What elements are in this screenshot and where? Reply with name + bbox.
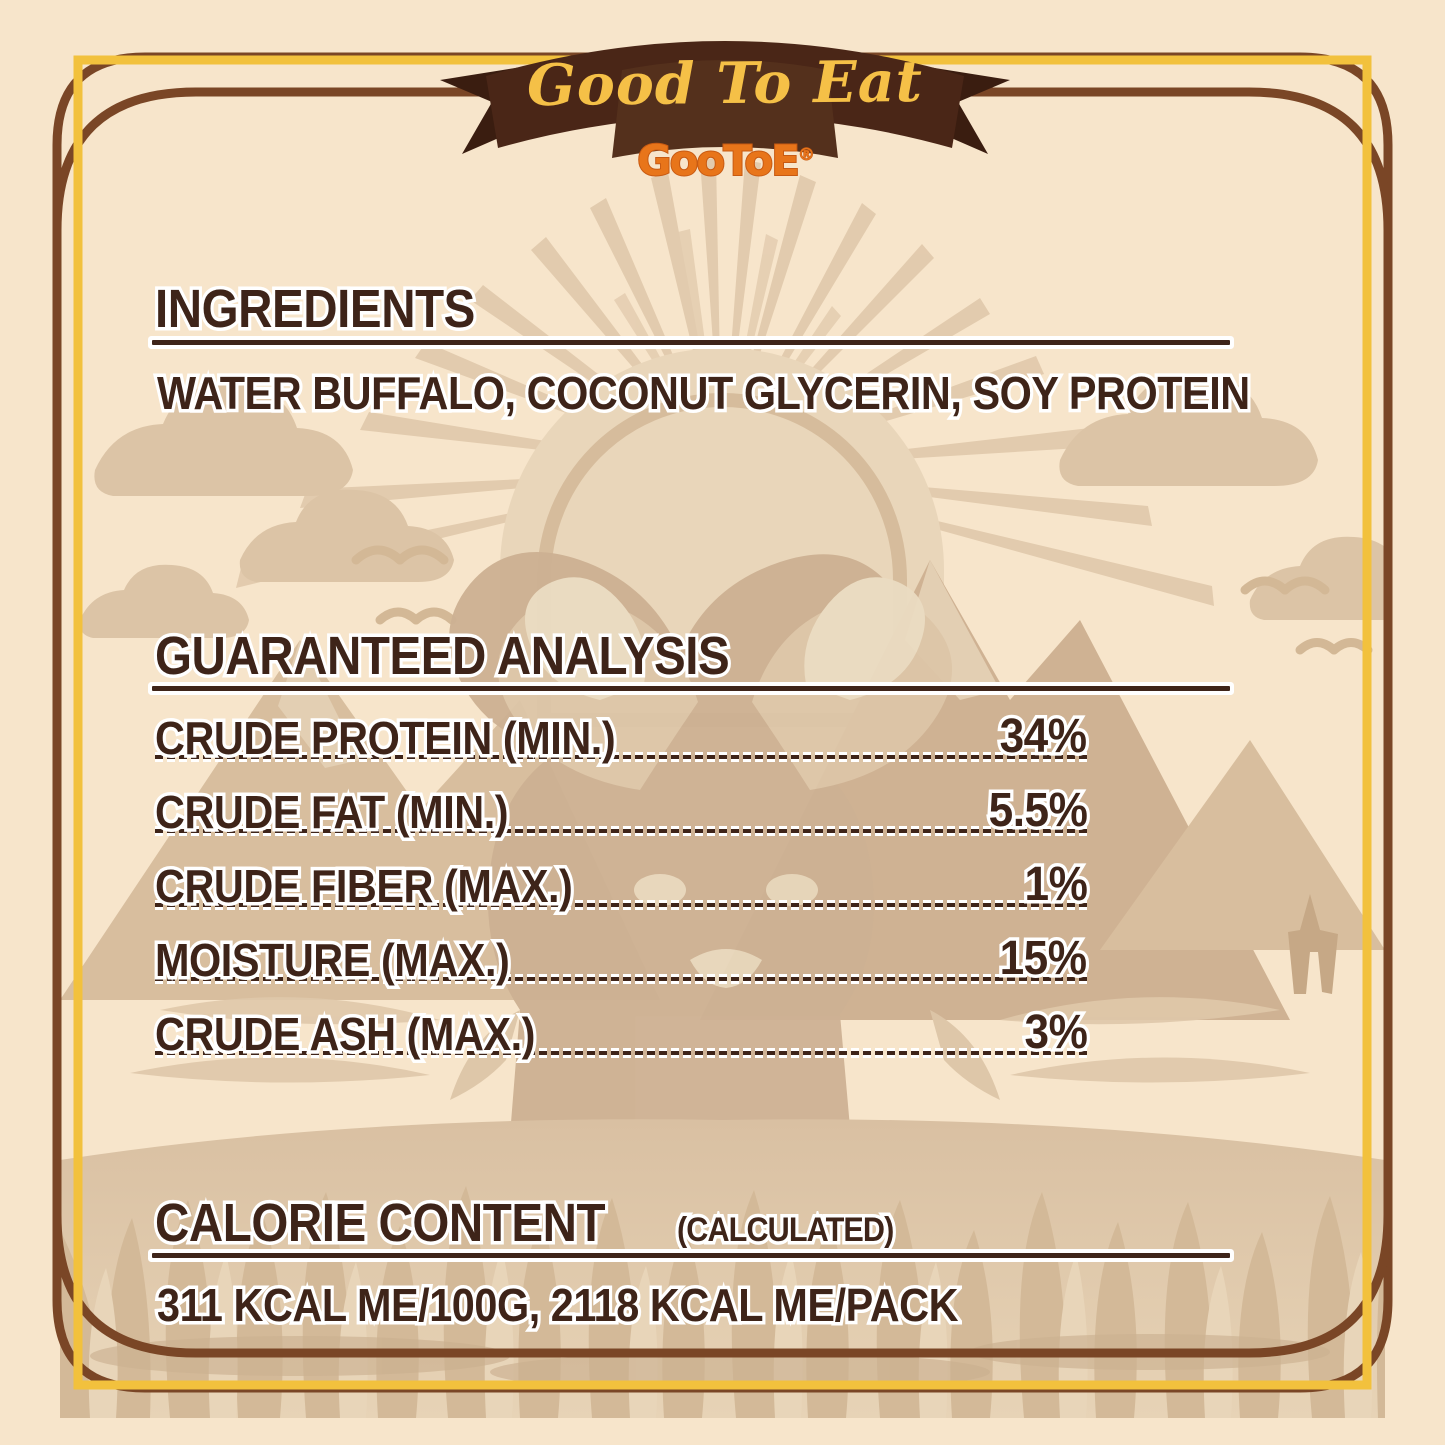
analysis-value: 5.5% <box>985 783 1091 838</box>
guaranteed-analysis-divider <box>152 686 1230 691</box>
analysis-label: CRUDE FIBER (MAX.) <box>152 860 576 913</box>
analysis-row: CRUDE FIBER (MAX.) 1% <box>152 853 1091 913</box>
registered-trademark-icon: ® <box>797 145 815 166</box>
analysis-value: 1% <box>1021 857 1091 912</box>
calorie-content-body: 311 KCAL ME/100G, 2118 KCAL ME/PACK <box>154 1279 962 1332</box>
analysis-row: CRUDE ASH (MAX.) 3% <box>152 1001 1091 1061</box>
ingredients-heading: INGREDIENTS <box>152 279 479 340</box>
analysis-label: CRUDE ASH (MAX.) <box>152 1008 539 1061</box>
brand-banner: Good To Eat GooToE® <box>440 28 1010 198</box>
logo-text: GooToE <box>636 135 801 186</box>
analysis-row: CRUDE PROTEIN (MIN.) 34% <box>152 705 1091 765</box>
analysis-value: 34% <box>997 709 1091 764</box>
calorie-heading-group: CALORIE CONTENT (CALCULATED) <box>152 1193 917 1254</box>
guaranteed-analysis-heading: GUARANTEED ANALYSIS <box>152 626 733 687</box>
analysis-value: 15% <box>997 931 1091 986</box>
analysis-label: MOISTURE (MAX.) <box>152 934 513 987</box>
calorie-content-divider <box>152 1253 1230 1258</box>
ingredients-divider <box>152 340 1230 345</box>
analysis-label: CRUDE FAT (MIN.) <box>152 786 512 839</box>
analysis-row: CRUDE FAT (MIN.) 5.5% <box>152 779 1091 839</box>
ingredients-body: WATER BUFFALO, COCONUT GLYCERIN, SOY PRO… <box>154 367 1253 420</box>
calorie-content-heading: CALORIE CONTENT <box>152 1193 609 1254</box>
gootoe-logo: GooToE® <box>440 135 1010 186</box>
analysis-row: MOISTURE (MAX.) 15% <box>152 927 1091 987</box>
analysis-value: 3% <box>1021 1005 1091 1060</box>
calorie-content-heading-suffix: (CALCULATED) <box>673 1208 897 1253</box>
analysis-label: CRUDE PROTEIN (MIN.) <box>152 712 619 765</box>
